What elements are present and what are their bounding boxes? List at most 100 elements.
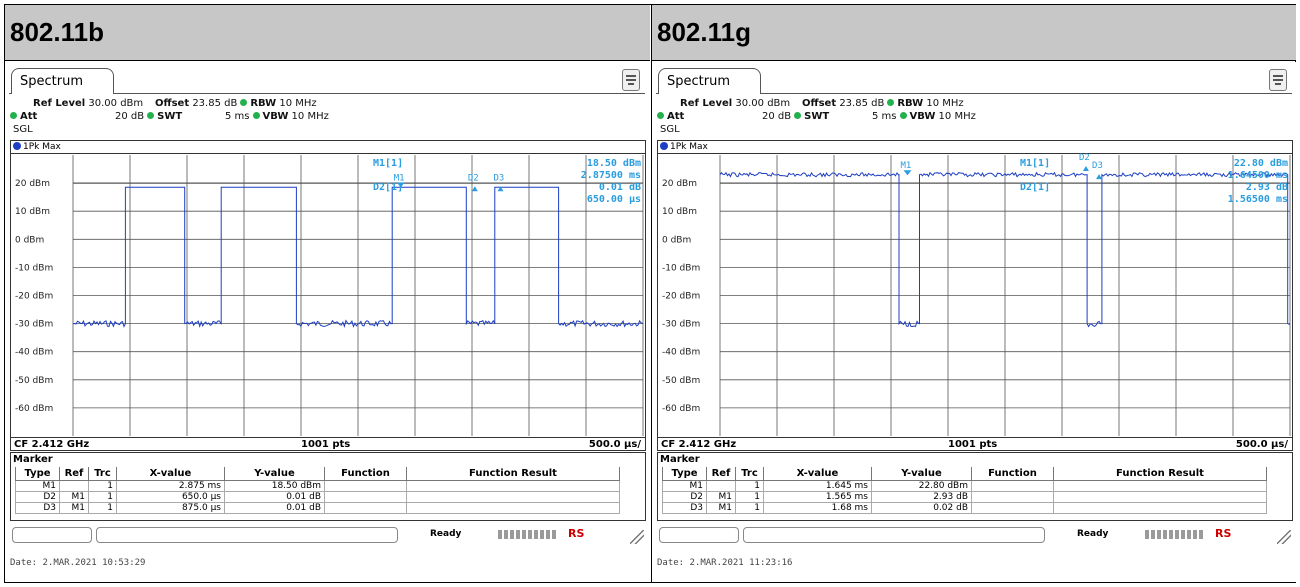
table-cell: 0.01 dB: [224, 501, 325, 514]
window-control-icon[interactable]: [622, 69, 640, 91]
table-cell: 1: [88, 479, 117, 492]
panel-header: 802.11b: [5, 5, 650, 61]
center-frequency: CF 2.412 GHz: [14, 439, 90, 450]
table-cell: M1: [59, 501, 89, 514]
att-readout: Att: [657, 111, 684, 122]
table-cell: [971, 490, 1054, 503]
center-frequency: CF 2.412 GHz: [661, 439, 737, 450]
y-tick-label: 10 dBm: [15, 207, 50, 217]
marker-d3[interactable]: [497, 186, 504, 192]
marker-readout-text: 1.56500 ms: [1228, 194, 1288, 205]
marker-col-x-value: X-value: [116, 467, 225, 481]
table-cell: 1.645 ms: [763, 479, 872, 492]
sweep-points: 1001 pts: [301, 439, 351, 450]
time-per-division: 500.0 µs/: [1235, 439, 1288, 450]
marker-col-ref: Ref: [706, 467, 736, 481]
status-led: [1169, 530, 1173, 539]
swt-value: 5 ms VBW 10 MHz: [872, 111, 976, 122]
marker-table: Type Ref Trc X-value Y-value Function Function…: [662, 467, 1267, 514]
status-led: [1175, 530, 1179, 539]
comparison-figure: 802.11b Spectrum Ref Level 30.00 dBm Off…: [4, 4, 1297, 583]
status-led: [1145, 530, 1149, 539]
analyzer-screen: Spectrum Ref Level 30.00 dBm Offset 23.8…: [5, 62, 650, 582]
marker-readout-text: 1.64500 ms: [1228, 170, 1288, 181]
trace-dot-icon: [13, 142, 21, 150]
marker-col-ref: Ref: [59, 467, 89, 481]
table-cell: D3: [662, 501, 707, 514]
table-cell: 1: [735, 501, 764, 514]
table-row: D2 M1 1 1.565 ms 2.93 dB: [662, 490, 1267, 503]
table-row: D3 M1 1 875.0 µs 0.01 dB: [15, 501, 620, 514]
table-cell: D3: [15, 501, 60, 514]
table-cell: [971, 479, 1054, 492]
y-tick-label: -30 dBm: [662, 320, 700, 330]
marker-m1[interactable]: [903, 170, 912, 176]
marker-label: D2: [468, 173, 479, 183]
table-cell: 2.93 dB: [871, 490, 972, 503]
sgl-indicator: SGL: [13, 124, 33, 135]
trace-line: [719, 171, 1291, 328]
spectrum-tab[interactable]: Spectrum: [658, 68, 761, 94]
y-tick-label: -40 dBm: [662, 348, 700, 358]
table-cell: [706, 479, 736, 492]
marker-d2[interactable]: [471, 186, 478, 192]
ref-level-readout: Ref Level 30.00 dBm: [33, 98, 144, 109]
marker-label: M1: [901, 161, 912, 171]
spectrum-tab[interactable]: Spectrum: [11, 68, 114, 94]
y-tick-label: 20 dBm: [15, 179, 50, 189]
status-field-2[interactable]: [743, 527, 1045, 543]
table-cell: [324, 501, 407, 514]
marker-m1[interactable]: [396, 182, 405, 188]
status-led: [1187, 530, 1191, 539]
marker-table-box: Marker Type Ref Trc X-value Y-value Function F…: [10, 452, 646, 521]
marker-d3[interactable]: [1096, 174, 1103, 180]
marker-col-y-value: Y-value: [224, 467, 325, 481]
table-cell: 22.80 dBm: [871, 479, 972, 492]
marker-readout-text: D2[1]: [1020, 182, 1050, 193]
status-led: [1157, 530, 1161, 539]
table-cell: [971, 501, 1054, 514]
table-cell: [1053, 490, 1267, 503]
status-bar: Ready RS: [10, 522, 646, 546]
spectrum-plot: 1Pk Max 20 dBm 10 dBm 0 dBm -10 dBm -20 dBm -…: [657, 140, 1293, 451]
y-tick-label: 0 dBm: [662, 235, 691, 245]
table-cell: M1: [15, 479, 60, 492]
marker-table-title: Marker: [13, 454, 53, 465]
panel-802-11g: 802.11g Spectrum Ref Level 30.00 dBm Off…: [651, 5, 1297, 582]
resize-grip-icon[interactable]: [1277, 530, 1291, 544]
status-led: [1163, 530, 1167, 539]
status-field-1[interactable]: [659, 527, 739, 543]
marker-label: D2: [1079, 153, 1090, 163]
marker-table-title: Marker: [660, 454, 700, 465]
trace-svg: 20 dBm 10 dBm 0 dBm -10 dBm -20 dBm -30 dBm -4…: [662, 153, 1291, 436]
status-led: [504, 530, 508, 539]
status-led: [534, 530, 538, 539]
marker-label: M1: [394, 173, 405, 183]
table-cell: M1: [59, 490, 89, 503]
rs-logo: RS: [1215, 527, 1232, 540]
marker-d2[interactable]: [1082, 165, 1089, 171]
marker-readout-text: D2[1]: [373, 182, 403, 193]
resize-grip-icon[interactable]: [630, 530, 644, 544]
status-field-1[interactable]: [12, 527, 92, 543]
marker-col-type: Type: [15, 467, 60, 481]
table-cell: [1053, 501, 1267, 514]
status-bar: Ready RS: [657, 522, 1293, 546]
sgl-indicator: SGL: [660, 124, 680, 135]
spectrum-plot: 1Pk Max 20 dBm 10 dBm 0 dBm -10 dBm -20 dBm -…: [10, 140, 646, 451]
window-control-icon[interactable]: [1269, 69, 1287, 91]
tab-label: Spectrum: [667, 74, 730, 89]
marker-col-trc: Trc: [735, 467, 764, 481]
status-led: [1181, 530, 1185, 539]
table-cell: 875.0 µs: [116, 501, 225, 514]
status-field-2[interactable]: [96, 527, 398, 543]
y-tick-label: -60 dBm: [15, 404, 53, 414]
status-led: [546, 530, 550, 539]
time-per-division: 500.0 µs/: [588, 439, 641, 450]
panel-title: 802.11g: [657, 17, 751, 47]
trace-line: [72, 186, 644, 328]
table-row: D2 M1 1 650.0 µs 0.01 dB: [15, 490, 620, 503]
table-cell: 0.01 dB: [224, 490, 325, 503]
panel-title: 802.11b: [10, 17, 104, 47]
analyzer-screen: Spectrum Ref Level 30.00 dBm Offset 23.8…: [652, 62, 1297, 582]
